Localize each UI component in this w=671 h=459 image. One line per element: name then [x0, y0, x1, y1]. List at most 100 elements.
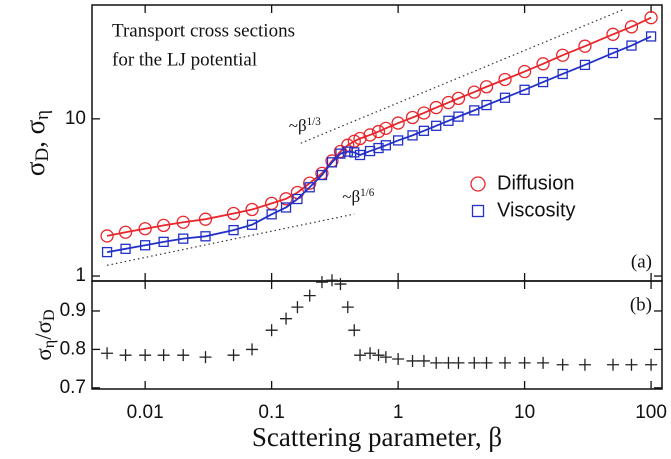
marker — [537, 76, 549, 88]
marker — [280, 312, 293, 325]
marker — [479, 80, 494, 94]
marker — [406, 354, 419, 367]
marker — [158, 236, 169, 248]
marker — [417, 354, 430, 367]
marker — [578, 358, 591, 371]
series-line — [106, 35, 652, 253]
marker — [177, 349, 190, 362]
marker — [452, 356, 465, 369]
annotation: ~β1/6 — [342, 187, 374, 206]
label-part: /σ — [31, 320, 56, 339]
superscript: 1/6 — [360, 187, 375, 199]
marker — [481, 99, 492, 111]
marker — [519, 84, 530, 95]
panel-label: (a) — [631, 251, 652, 272]
marker — [157, 349, 170, 362]
marker — [430, 356, 443, 369]
plot-frame — [91, 280, 663, 390]
marker — [405, 110, 420, 125]
marker — [371, 124, 386, 139]
marker — [334, 278, 347, 291]
marker — [467, 85, 481, 99]
panel-label: (b) — [630, 294, 652, 315]
marker — [354, 349, 367, 362]
marker — [364, 347, 377, 360]
annotation: ~β1/3 — [289, 116, 321, 135]
marker — [266, 209, 277, 220]
y-tick-label: 0.7 — [60, 377, 86, 398]
marker — [391, 116, 405, 130]
annotation-text: ~β — [342, 187, 360, 206]
y-tick-label: 1 — [75, 265, 86, 286]
reference-line — [300, 9, 624, 144]
marker — [645, 31, 657, 42]
marker — [499, 92, 511, 103]
marker — [363, 128, 377, 142]
marker — [199, 351, 212, 364]
y-tick-label: 0.8 — [60, 338, 86, 359]
marker — [246, 219, 258, 230]
marker — [407, 130, 418, 141]
marker — [139, 240, 151, 251]
marker — [517, 64, 532, 79]
series-line — [106, 16, 652, 237]
marker — [468, 356, 481, 369]
label-part: , σ — [20, 119, 50, 148]
x-tick-label: 0.01 — [127, 402, 164, 423]
marker — [138, 222, 152, 236]
marker — [341, 301, 354, 314]
marker — [292, 193, 303, 205]
marker — [557, 68, 568, 80]
chart-title: Transport cross sections — [112, 20, 295, 41]
marker — [645, 358, 658, 371]
marker — [392, 353, 405, 366]
marker — [279, 192, 293, 206]
marker — [228, 224, 239, 236]
marker — [335, 148, 346, 159]
x-tick-label: 0.1 — [258, 402, 284, 423]
marker — [451, 91, 466, 106]
marker — [536, 57, 550, 71]
y-tick-label: 0.9 — [60, 300, 86, 321]
marker — [442, 356, 455, 369]
subscript: D — [41, 309, 58, 321]
marker — [291, 301, 304, 314]
marker — [373, 142, 384, 154]
marker — [380, 140, 392, 151]
marker — [579, 59, 591, 71]
marker — [372, 349, 385, 362]
superscript: 1/3 — [307, 116, 322, 128]
marker — [443, 115, 454, 126]
marker — [453, 111, 464, 122]
marker — [198, 212, 213, 226]
marker — [392, 135, 404, 146]
marker — [469, 105, 480, 116]
marker — [120, 243, 131, 254]
marker — [379, 351, 392, 364]
marker — [624, 20, 639, 34]
label-part: σ — [31, 348, 56, 361]
subscript: η — [32, 110, 53, 120]
marker — [626, 40, 637, 51]
marker — [349, 147, 360, 158]
annotation-text: ~β — [289, 116, 307, 135]
marker — [644, 11, 658, 25]
legend-label: Viscosity — [497, 199, 576, 221]
marker — [429, 100, 443, 115]
marker — [246, 343, 259, 356]
marker — [379, 121, 393, 136]
marker — [178, 233, 189, 244]
marker — [227, 349, 240, 362]
marker — [325, 274, 338, 287]
y-axis-label: σD, ση — [20, 110, 53, 176]
marker — [431, 120, 442, 131]
marker — [348, 324, 361, 337]
subscript: η — [41, 340, 58, 348]
marker — [498, 72, 512, 87]
marker — [265, 324, 278, 337]
y-tick-label: 10 — [65, 108, 86, 129]
marker — [480, 356, 493, 369]
marker — [118, 225, 133, 239]
marker — [326, 157, 338, 168]
